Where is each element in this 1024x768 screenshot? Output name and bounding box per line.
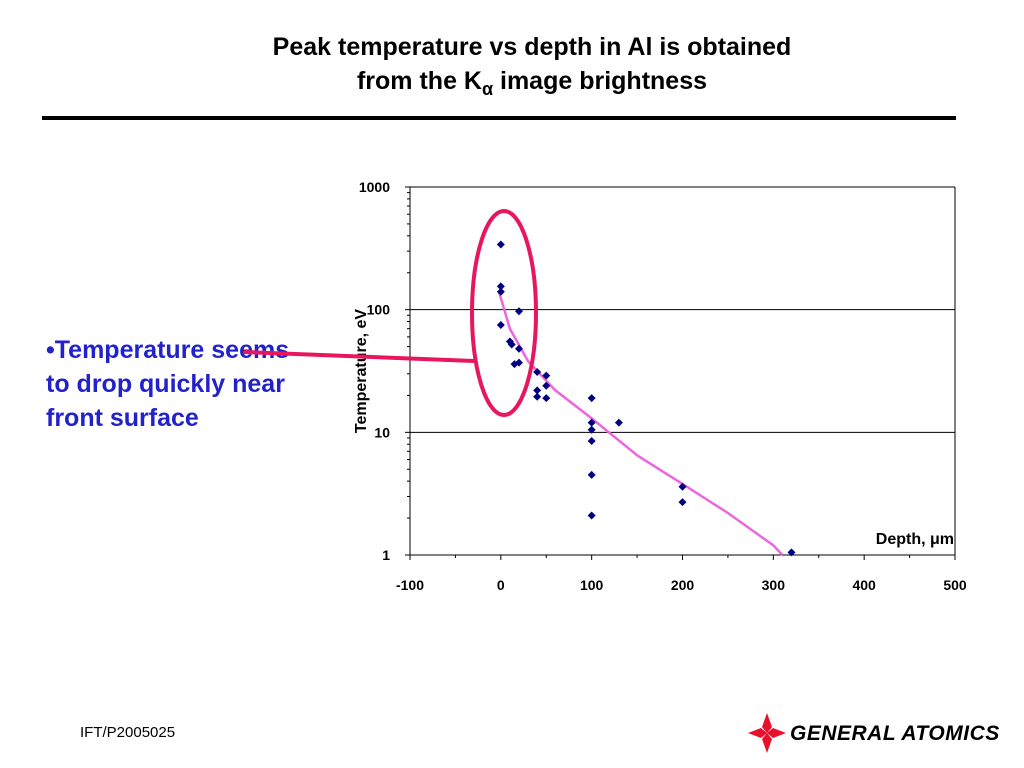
x-tick-label: 300 xyxy=(762,577,786,593)
title-line-2-suffix: image brightness xyxy=(493,67,708,95)
y-tick-label: 10 xyxy=(374,424,390,440)
data-point xyxy=(614,418,623,427)
y-tick-label: 1000 xyxy=(359,179,390,195)
bullet-point: •Temperature seems to drop quickly near … xyxy=(46,336,290,432)
data-point xyxy=(515,358,523,367)
title-line-2-prefix: from the K xyxy=(356,67,482,95)
data-point xyxy=(515,307,523,316)
data-point xyxy=(542,381,551,390)
title-divider xyxy=(42,116,956,120)
data-point xyxy=(533,392,542,401)
data-point xyxy=(678,498,687,507)
data-point xyxy=(587,436,596,445)
general-atomics-logo-icon xyxy=(748,713,786,753)
data-point xyxy=(496,240,505,249)
title-line-2: from the Kα image brightness xyxy=(0,64,1024,106)
data-point xyxy=(533,368,542,377)
y-tick-label: 1 xyxy=(382,547,390,563)
data-point xyxy=(533,386,542,395)
highlight-ellipse xyxy=(470,209,538,417)
x-tick-label: 200 xyxy=(671,577,695,593)
footer-code: IFT/P2005025 xyxy=(80,724,176,741)
title-line-1: Peak temperature vs depth in Al is obtai… xyxy=(272,33,792,61)
data-point xyxy=(496,320,505,329)
callout-line xyxy=(243,350,475,363)
data-point xyxy=(515,344,523,353)
x-tick-label: 100 xyxy=(580,577,604,593)
data-point xyxy=(587,511,596,520)
y-tick-label: 100 xyxy=(367,302,391,318)
x-tick-label: -100 xyxy=(396,577,424,593)
data-point xyxy=(505,337,514,346)
slide-title: Peak temperature vs depth in Al is obtai… xyxy=(0,30,1024,106)
logo-wordmark: GENERAL ATOMICS xyxy=(790,722,1000,745)
fit-curve xyxy=(497,291,784,556)
data-point xyxy=(496,282,505,291)
data-point xyxy=(678,482,687,491)
data-point xyxy=(542,371,551,380)
data-point xyxy=(587,394,596,403)
data-point xyxy=(587,470,596,479)
data-point xyxy=(787,548,796,557)
y-axis-label: Temperature, eV xyxy=(353,309,370,434)
data-point xyxy=(587,418,596,427)
data-point xyxy=(587,425,596,434)
title-alpha-subscript: α xyxy=(481,79,494,99)
x-tick-label: 0 xyxy=(497,577,505,593)
x-tick-label: 500 xyxy=(943,577,967,593)
x-tick-label: 400 xyxy=(852,577,876,593)
x-axis-label: Depth, μm xyxy=(876,531,954,548)
data-point xyxy=(496,287,505,296)
data-point xyxy=(507,340,516,349)
data-point xyxy=(542,394,551,403)
